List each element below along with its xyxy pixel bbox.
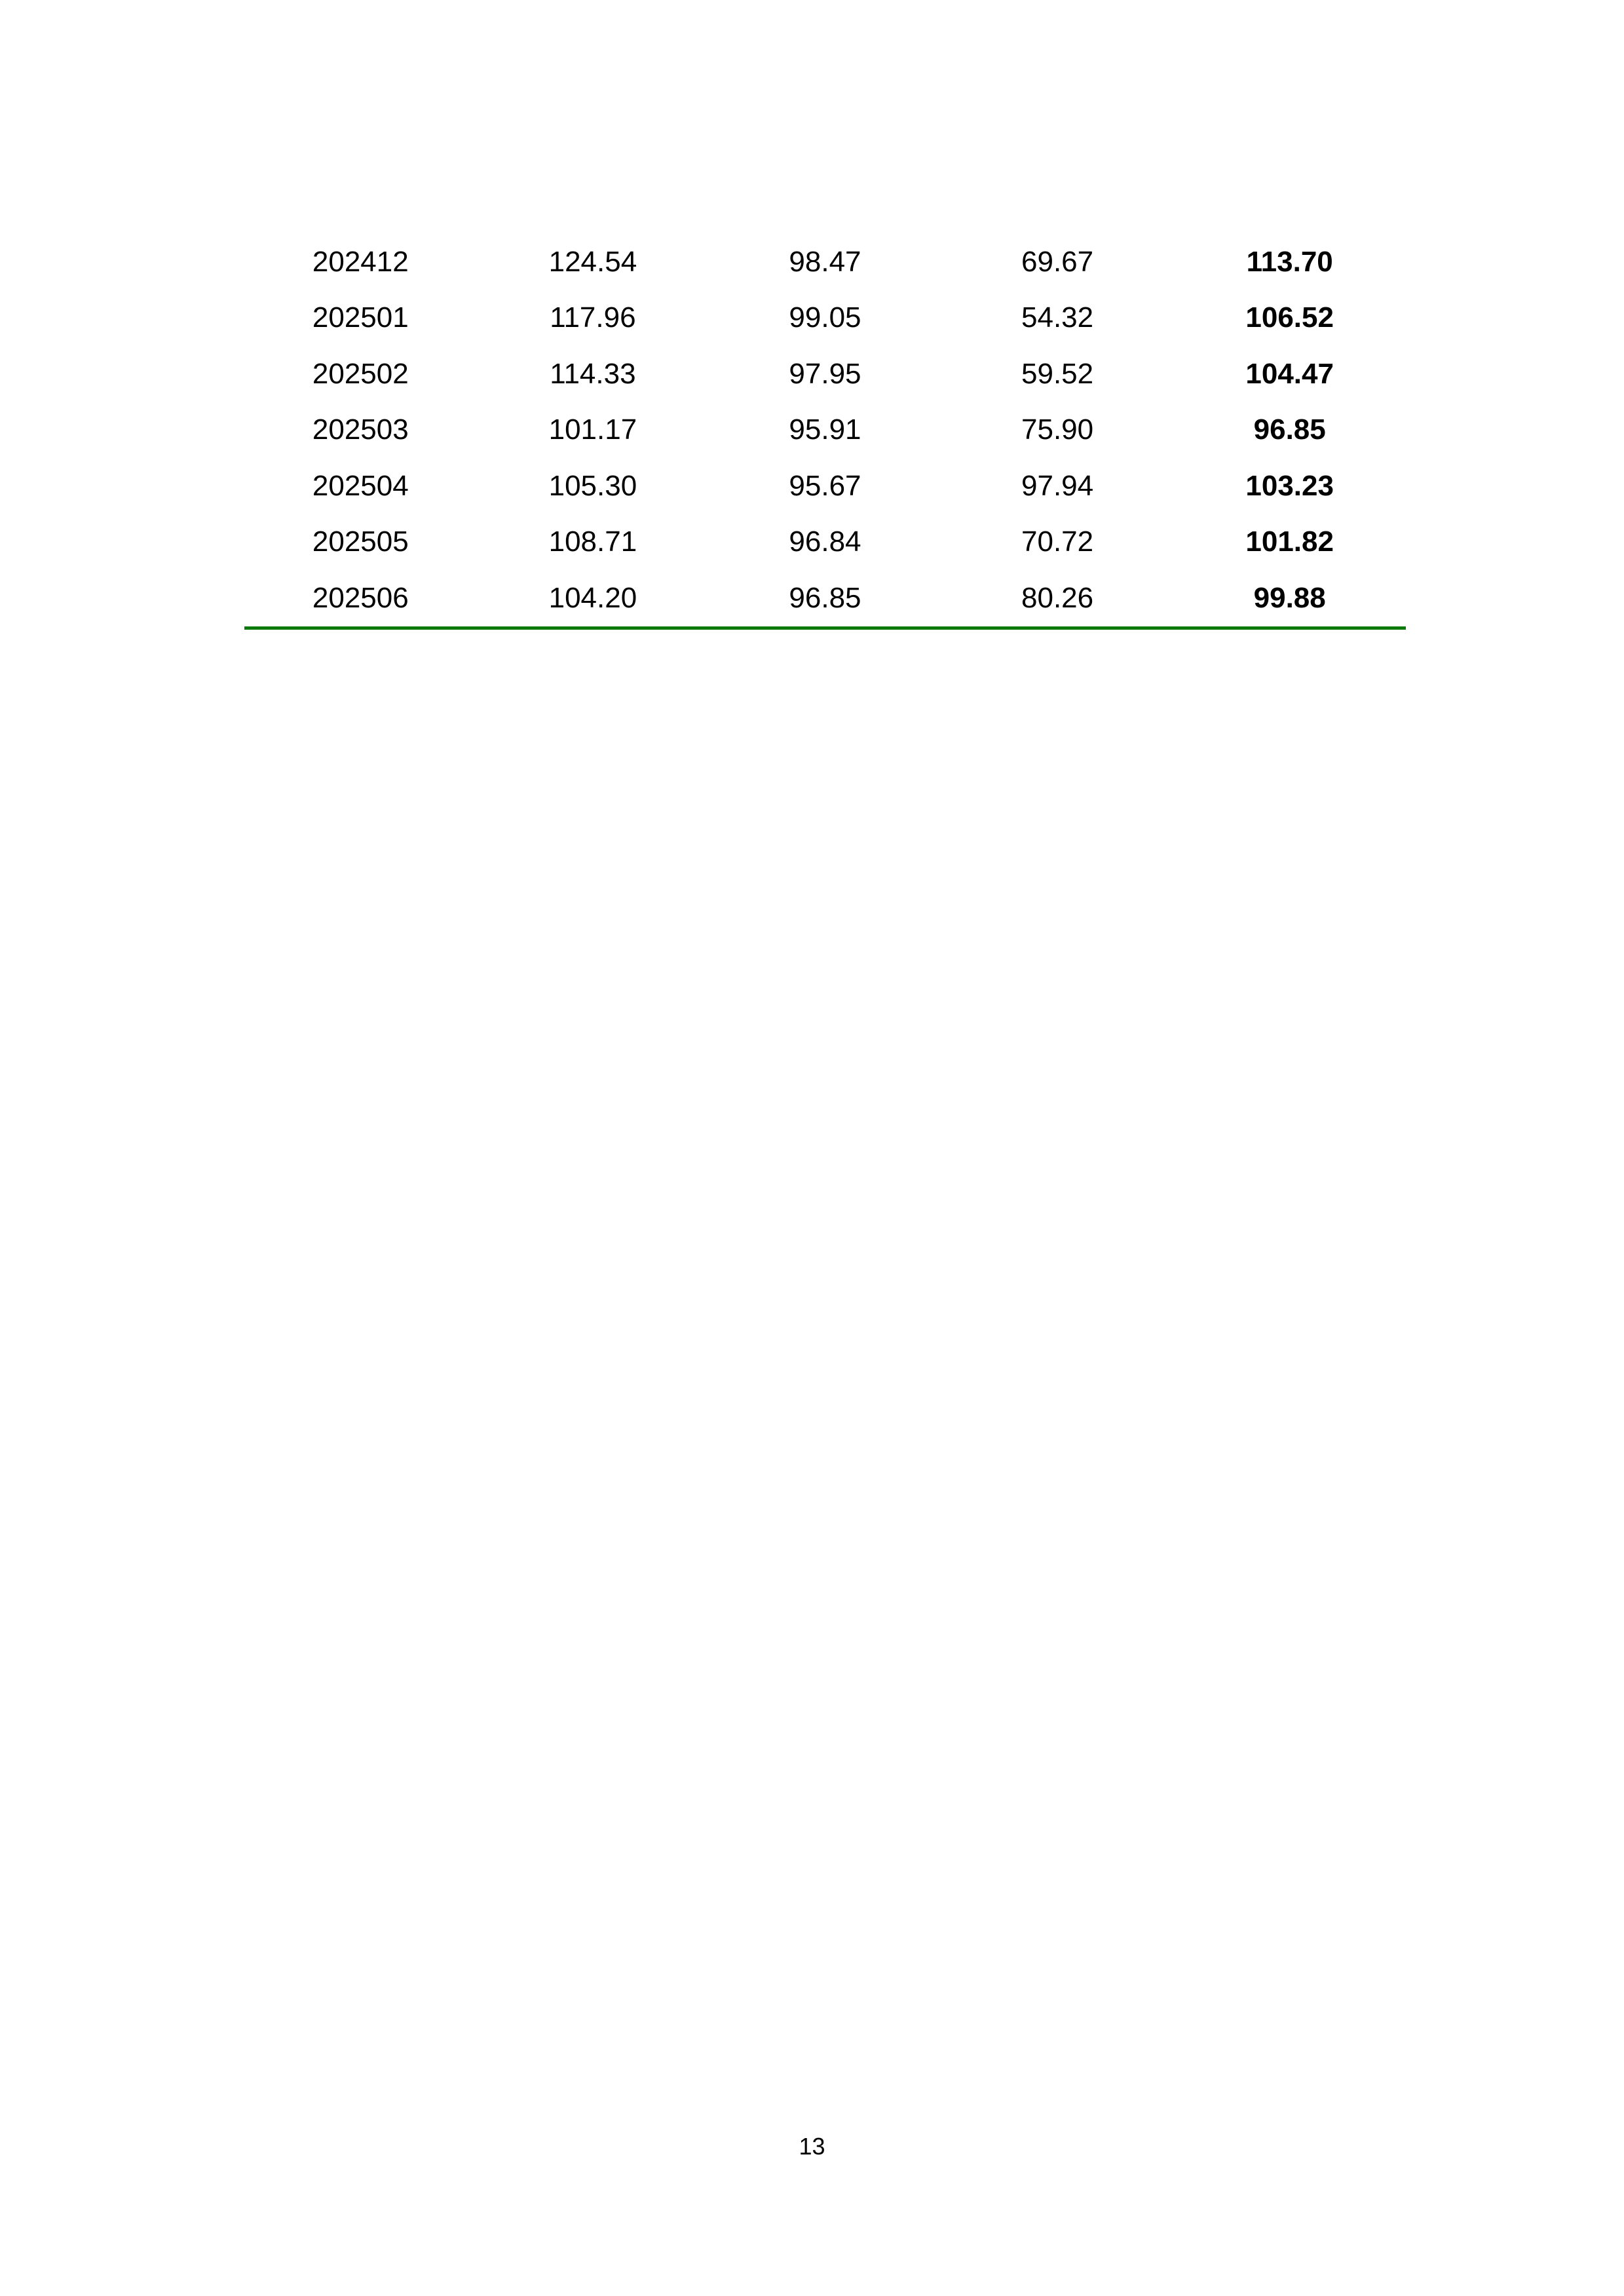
value-cell: 104.20 xyxy=(548,581,637,614)
value-cell: 96.84 xyxy=(789,526,861,558)
value-cell: 101.82 xyxy=(1245,526,1334,558)
value-cell: 99.05 xyxy=(789,301,861,334)
period-cell: 202503 xyxy=(312,413,409,446)
table-row: 202501 117.96 99.05 54.32 106.52 xyxy=(244,290,1406,347)
table-row: 202412 124.54 98.47 69.67 113.70 xyxy=(244,234,1406,290)
value-cell: 70.72 xyxy=(1021,526,1094,558)
value-cell: 98.47 xyxy=(789,245,861,278)
value-cell: 95.67 xyxy=(789,469,861,502)
period-cell: 202502 xyxy=(312,357,409,390)
table-row: 202504 105.30 95.67 97.94 103.23 xyxy=(244,458,1406,514)
table-bottom-rule xyxy=(244,626,1406,630)
table-row: 202503 101.17 95.91 75.90 96.85 xyxy=(244,402,1406,459)
period-cell: 202505 xyxy=(312,526,409,558)
value-cell: 113.70 xyxy=(1246,245,1333,278)
period-cell: 202504 xyxy=(312,469,409,502)
value-cell: 97.94 xyxy=(1021,469,1094,502)
value-cell: 96.85 xyxy=(1253,413,1326,446)
table-row: 202506 104.20 96.85 80.26 99.88 xyxy=(244,570,1406,626)
value-cell: 114.33 xyxy=(550,357,636,390)
value-cell: 103.23 xyxy=(1245,469,1334,502)
period-cell: 202501 xyxy=(312,301,409,334)
table-body: 202412 124.54 98.47 69.67 113.70 202501 117.96… xyxy=(244,234,1406,626)
value-cell: 95.91 xyxy=(789,413,861,446)
value-cell: 97.95 xyxy=(789,357,861,390)
value-cell: 108.71 xyxy=(548,526,637,558)
period-cell: 202412 xyxy=(312,245,409,278)
value-cell: 101.17 xyxy=(548,413,637,446)
value-cell: 54.32 xyxy=(1021,301,1094,334)
value-cell: 104.47 xyxy=(1245,357,1334,390)
period-cell: 202506 xyxy=(312,581,409,614)
value-cell: 96.85 xyxy=(789,581,861,614)
value-cell: 59.52 xyxy=(1021,357,1094,390)
value-cell: 69.67 xyxy=(1021,245,1094,278)
table-row: 202502 114.33 97.95 59.52 104.47 xyxy=(244,346,1406,402)
value-cell: 106.52 xyxy=(1245,301,1334,334)
value-cell: 117.96 xyxy=(550,301,636,334)
table-row: 202505 108.71 96.84 70.72 101.82 xyxy=(244,514,1406,571)
value-cell: 80.26 xyxy=(1021,581,1094,614)
page-number: 13 xyxy=(799,2133,825,2160)
value-cell: 105.30 xyxy=(548,469,637,502)
value-cell: 99.88 xyxy=(1253,581,1326,614)
value-cell: 124.54 xyxy=(548,245,637,278)
value-cell: 75.90 xyxy=(1021,413,1094,446)
data-table: 202412 124.54 98.47 69.67 113.70 202501 117.96… xyxy=(244,234,1406,626)
